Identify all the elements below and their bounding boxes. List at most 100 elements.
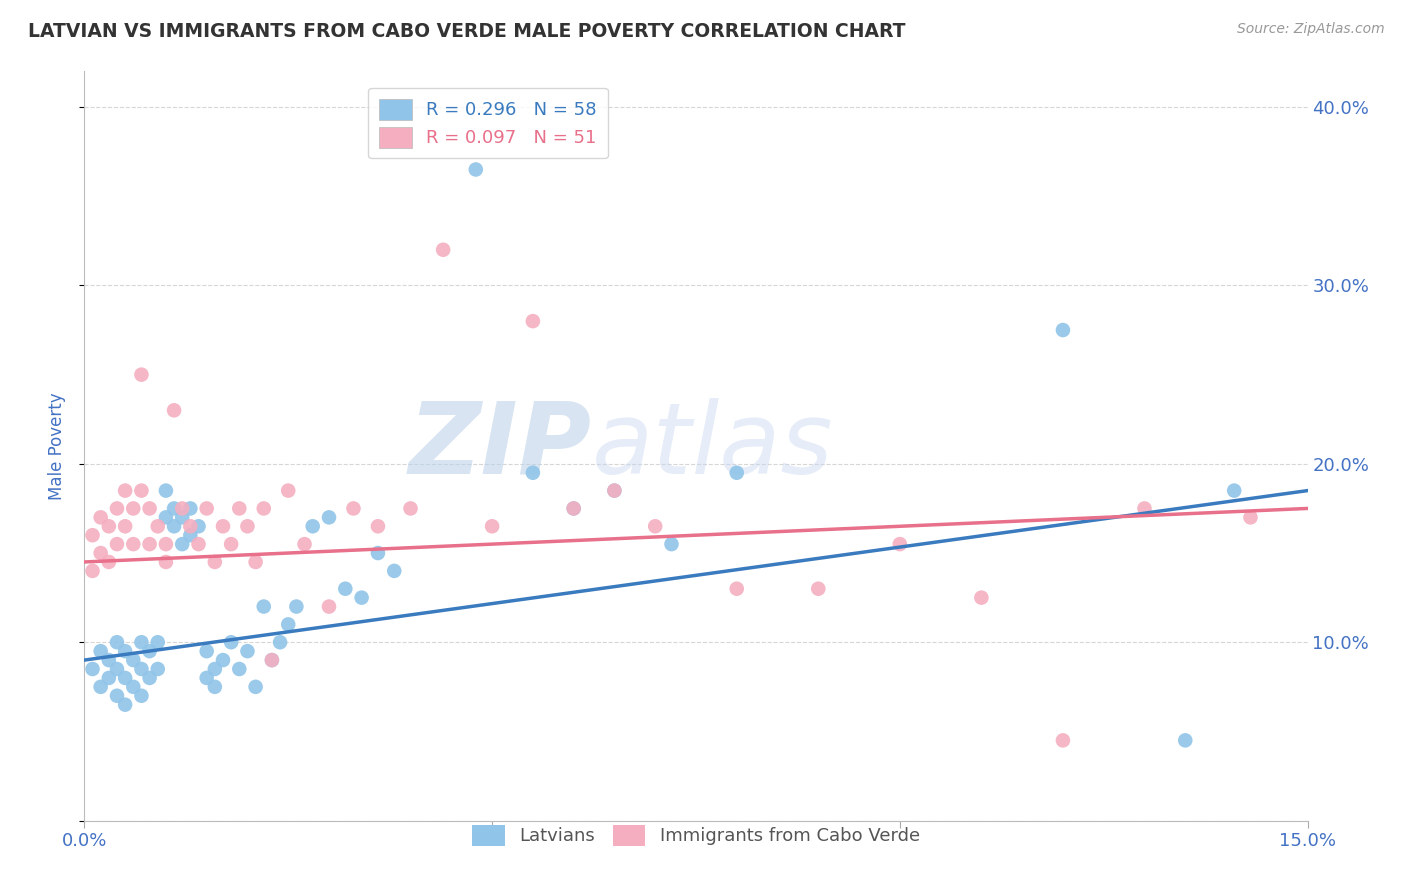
Point — [155, 555, 177, 569]
Point — [294, 537, 316, 551]
Point — [661, 537, 683, 551]
Point — [90, 546, 112, 560]
Point — [114, 483, 136, 498]
Point — [1052, 733, 1074, 747]
Point — [138, 644, 160, 658]
Point — [1239, 510, 1261, 524]
Point — [138, 537, 160, 551]
Point — [432, 243, 454, 257]
Point — [522, 466, 544, 480]
Point — [97, 519, 120, 533]
Point — [131, 689, 153, 703]
Point — [90, 680, 112, 694]
Point — [562, 501, 585, 516]
Text: atlas: atlas — [592, 398, 834, 494]
Point — [204, 555, 226, 569]
Point — [260, 653, 283, 667]
Point — [146, 519, 169, 533]
Point — [155, 483, 177, 498]
Point — [204, 662, 226, 676]
Text: ZIP: ZIP — [409, 398, 592, 494]
Point — [195, 501, 218, 516]
Point — [163, 403, 186, 417]
Point — [155, 510, 177, 524]
Point — [335, 582, 357, 596]
Point — [807, 582, 830, 596]
Point — [90, 644, 112, 658]
Point — [522, 314, 544, 328]
Point — [131, 483, 153, 498]
Point — [195, 644, 218, 658]
Point — [163, 501, 186, 516]
Point — [122, 537, 145, 551]
Point — [122, 501, 145, 516]
Point — [114, 671, 136, 685]
Y-axis label: Male Poverty: Male Poverty — [48, 392, 66, 500]
Point — [82, 662, 104, 676]
Point — [318, 599, 340, 614]
Point — [253, 501, 276, 516]
Point — [172, 510, 194, 524]
Point — [131, 368, 153, 382]
Point — [105, 689, 128, 703]
Point — [146, 635, 169, 649]
Text: LATVIAN VS IMMIGRANTS FROM CABO VERDE MALE POVERTY CORRELATION CHART: LATVIAN VS IMMIGRANTS FROM CABO VERDE MA… — [28, 22, 905, 41]
Point — [172, 537, 194, 551]
Point — [114, 644, 136, 658]
Point — [97, 671, 120, 685]
Point — [179, 528, 201, 542]
Point — [889, 537, 911, 551]
Point — [269, 635, 291, 649]
Point — [245, 680, 267, 694]
Point — [163, 519, 186, 533]
Point — [82, 528, 104, 542]
Point — [122, 680, 145, 694]
Point — [342, 501, 364, 516]
Point — [382, 564, 405, 578]
Point — [204, 680, 226, 694]
Point — [725, 466, 748, 480]
Point — [1223, 483, 1246, 498]
Point — [367, 546, 389, 560]
Point — [350, 591, 373, 605]
Point — [97, 653, 120, 667]
Point — [114, 698, 136, 712]
Point — [195, 671, 218, 685]
Point — [105, 537, 128, 551]
Point — [155, 537, 177, 551]
Point — [179, 501, 201, 516]
Point — [146, 662, 169, 676]
Point — [228, 501, 250, 516]
Point — [277, 617, 299, 632]
Point — [122, 653, 145, 667]
Point — [1174, 733, 1197, 747]
Point — [1052, 323, 1074, 337]
Point — [1133, 501, 1156, 516]
Point — [187, 519, 209, 533]
Point — [105, 635, 128, 649]
Point — [219, 537, 242, 551]
Point — [131, 635, 153, 649]
Point — [245, 555, 267, 569]
Point — [603, 483, 626, 498]
Point — [105, 662, 128, 676]
Point — [260, 653, 283, 667]
Point — [481, 519, 503, 533]
Point — [105, 501, 128, 516]
Point — [138, 501, 160, 516]
Point — [131, 662, 153, 676]
Point — [138, 671, 160, 685]
Point — [603, 483, 626, 498]
Point — [82, 564, 104, 578]
Point — [970, 591, 993, 605]
Point — [114, 519, 136, 533]
Point — [236, 519, 259, 533]
Point — [277, 483, 299, 498]
Point — [212, 653, 235, 667]
Point — [562, 501, 585, 516]
Point — [228, 662, 250, 676]
Legend: Latvians, Immigrants from Cabo Verde: Latvians, Immigrants from Cabo Verde — [465, 818, 927, 853]
Point — [219, 635, 242, 649]
Point — [236, 644, 259, 658]
Point — [285, 599, 308, 614]
